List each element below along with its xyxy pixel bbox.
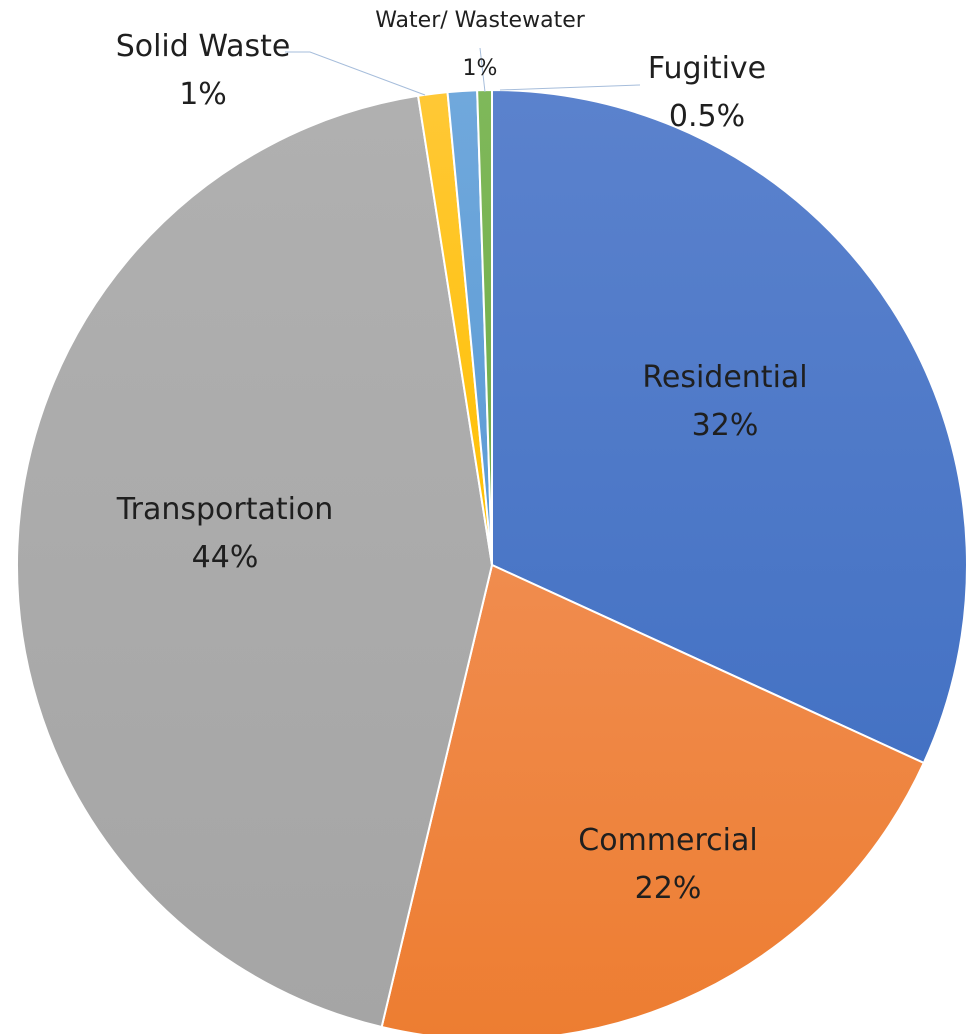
label-solid-waste-name: Solid Waste [116,29,291,64]
label-commercial-value: 22% [635,871,702,906]
label-residential-value: 32% [692,408,759,443]
leader-line-solid-waste [285,51,426,96]
label-water-wastewater-value: 1% [463,56,498,81]
pie-slice-transportation [15,94,494,1029]
leader-line-water-wastewater [479,47,486,93]
label-water-wastewater-name: Water/ Wastewater [375,8,586,33]
label-commercial-name: Commercial [578,823,757,858]
label-transportation-name: Transportation [116,492,334,527]
label-residential-name: Residential [642,360,807,395]
data-labels: Residential 32% Commercial 22% Transport… [116,8,808,906]
label-transportation-value: 44% [192,540,259,575]
leader-lines [285,47,641,96]
pie-slices [15,88,968,1034]
pie-slice-commercial [380,563,926,1034]
leader-line-fugitive [499,84,641,91]
label-solid-waste-value: 1% [179,77,227,112]
label-fugitive-value: 0.5% [669,99,745,134]
pie-slice-residential [491,88,968,765]
label-fugitive-name: Fugitive [648,51,766,86]
